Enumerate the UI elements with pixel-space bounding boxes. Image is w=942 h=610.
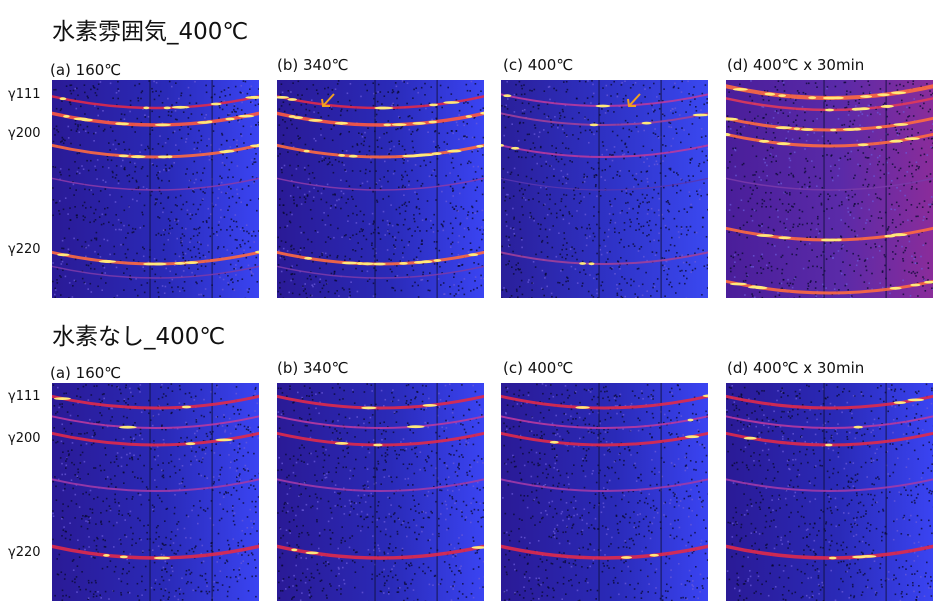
- diffraction-image-h-a: [52, 80, 259, 298]
- panel-label-d: (d) 400℃ x 30min: [727, 56, 865, 74]
- panel-label-d: (d) 400℃ x 30min: [727, 359, 865, 377]
- diffraction-image-h-c: [501, 80, 708, 298]
- peak-label-200: γ200: [8, 431, 41, 446]
- panel-label-a: (a) 160℃: [50, 61, 122, 79]
- diffraction-image-h-b: [277, 80, 484, 298]
- diffraction-image-n-b: [277, 383, 484, 601]
- panel-label-a: (a) 160℃: [50, 364, 122, 382]
- diffraction-image-n-c: [501, 383, 708, 601]
- peak-label-200: γ200: [8, 126, 41, 141]
- peak-label-220: γ220: [8, 242, 41, 257]
- diffraction-image-n-a: [52, 383, 259, 601]
- panel-label-c: (c) 400℃: [503, 359, 574, 377]
- panel-label-c: (c) 400℃: [503, 56, 574, 74]
- arrow-icon: [627, 93, 641, 107]
- section-title-hydrogen: 水素雰囲気_400℃: [52, 19, 249, 45]
- section-title-no-hydrogen: 水素なし_400℃: [52, 324, 226, 350]
- diffraction-image-n-d: [726, 383, 933, 601]
- diffraction-image-h-d: [726, 80, 933, 298]
- panel-label-b: (b) 340℃: [277, 359, 349, 377]
- panel-label-b: (b) 340℃: [277, 56, 349, 74]
- peak-label-111: γ111: [8, 87, 41, 102]
- arrow-icon: [321, 93, 335, 107]
- peak-label-220: γ220: [8, 545, 41, 560]
- peak-label-111: γ111: [8, 389, 41, 404]
